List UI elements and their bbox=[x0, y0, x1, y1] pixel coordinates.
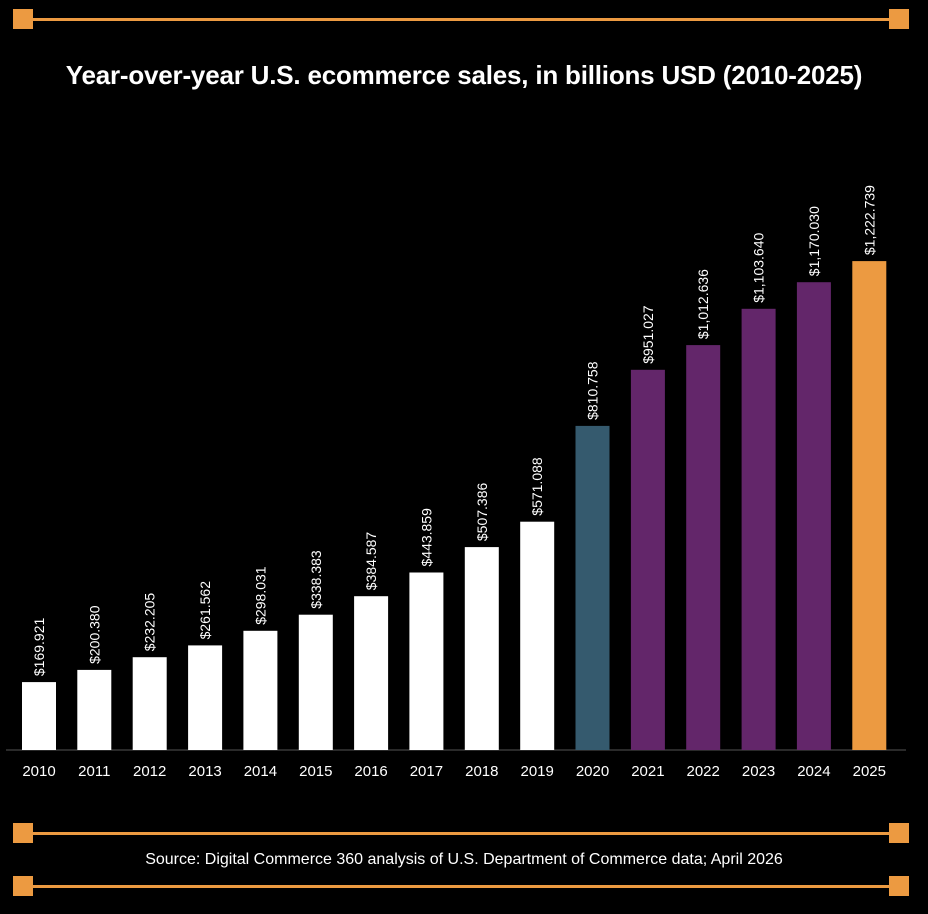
middle-divider-left-square bbox=[13, 823, 33, 843]
bar-2013 bbox=[188, 645, 223, 750]
data-label-2010: $169.921 bbox=[31, 617, 47, 676]
data-label-2014: $298.031 bbox=[252, 566, 268, 625]
bar-2011 bbox=[77, 669, 112, 750]
x-tick-label-2013: 2013 bbox=[188, 763, 221, 780]
middle-divider bbox=[0, 823, 928, 845]
x-tick-label-2023: 2023 bbox=[742, 763, 775, 780]
bar-2022 bbox=[686, 345, 721, 750]
x-tick-label-2020: 2020 bbox=[576, 763, 609, 780]
x-tick-label-2015: 2015 bbox=[299, 763, 332, 780]
bottom-divider-line bbox=[30, 885, 898, 888]
middle-divider-right-square bbox=[889, 823, 909, 843]
x-tick-label-2014: 2014 bbox=[244, 763, 277, 780]
data-label-2021: $951.027 bbox=[640, 305, 656, 364]
bottom-divider-left-square bbox=[13, 876, 33, 896]
data-label-2019: $571.088 bbox=[529, 457, 545, 516]
top-divider-left-square bbox=[13, 9, 33, 29]
bar-2025 bbox=[852, 261, 887, 750]
source-note: Source: Digital Commerce 360 analysis of… bbox=[145, 851, 783, 868]
x-tick-label-2024: 2024 bbox=[797, 763, 830, 780]
x-tick-label-2025: 2025 bbox=[853, 763, 886, 780]
bar-2010 bbox=[22, 682, 56, 750]
top-divider-right-square bbox=[889, 9, 909, 29]
bar-2020 bbox=[575, 425, 610, 750]
bar-2016 bbox=[354, 596, 389, 750]
data-label-2020: $810.758 bbox=[585, 361, 601, 420]
bar-2024 bbox=[796, 282, 831, 750]
x-tick-label-2022: 2022 bbox=[687, 763, 720, 780]
x-tick-label-2016: 2016 bbox=[354, 763, 387, 780]
x-tick-label-2018: 2018 bbox=[465, 763, 498, 780]
bar-2014 bbox=[243, 630, 278, 750]
data-label-2025: $1,222.739 bbox=[861, 185, 877, 255]
bar-2023 bbox=[741, 308, 776, 750]
data-label-2015: $338.383 bbox=[308, 550, 324, 609]
x-tick-label-2012: 2012 bbox=[133, 763, 166, 780]
bar-2021 bbox=[630, 369, 665, 750]
data-label-2018: $507.386 bbox=[474, 482, 490, 541]
x-tick-label-2011: 2011 bbox=[78, 763, 110, 780]
middle-divider-line bbox=[30, 832, 898, 835]
data-label-2011: $200.380 bbox=[86, 605, 102, 664]
data-label-2012: $232.205 bbox=[142, 593, 158, 652]
bar-2018 bbox=[464, 547, 499, 750]
x-tick-label-2019: 2019 bbox=[521, 763, 554, 780]
bar-2015 bbox=[298, 614, 333, 750]
top-divider-line bbox=[30, 18, 898, 21]
chart-title: Year-over-year U.S. ecommerce sales, in … bbox=[65, 60, 863, 90]
bar-2019 bbox=[520, 521, 555, 750]
x-tick-label-2021: 2021 bbox=[631, 763, 664, 780]
bottom-divider-right-square bbox=[889, 876, 909, 896]
x-tick-label-2017: 2017 bbox=[410, 763, 443, 780]
data-label-2023: $1,103.640 bbox=[751, 233, 767, 303]
data-label-2022: $1,012.636 bbox=[695, 269, 711, 339]
top-divider bbox=[0, 9, 928, 31]
data-label-2016: $384.587 bbox=[363, 532, 379, 591]
data-label-2017: $443.859 bbox=[418, 508, 434, 567]
data-label-2013: $261.562 bbox=[197, 581, 213, 640]
data-label-2024: $1,170.030 bbox=[806, 206, 822, 276]
bottom-divider bbox=[0, 876, 928, 898]
bar-2012 bbox=[132, 657, 167, 750]
x-tick-label-2010: 2010 bbox=[22, 763, 55, 780]
bar-2017 bbox=[409, 572, 444, 750]
